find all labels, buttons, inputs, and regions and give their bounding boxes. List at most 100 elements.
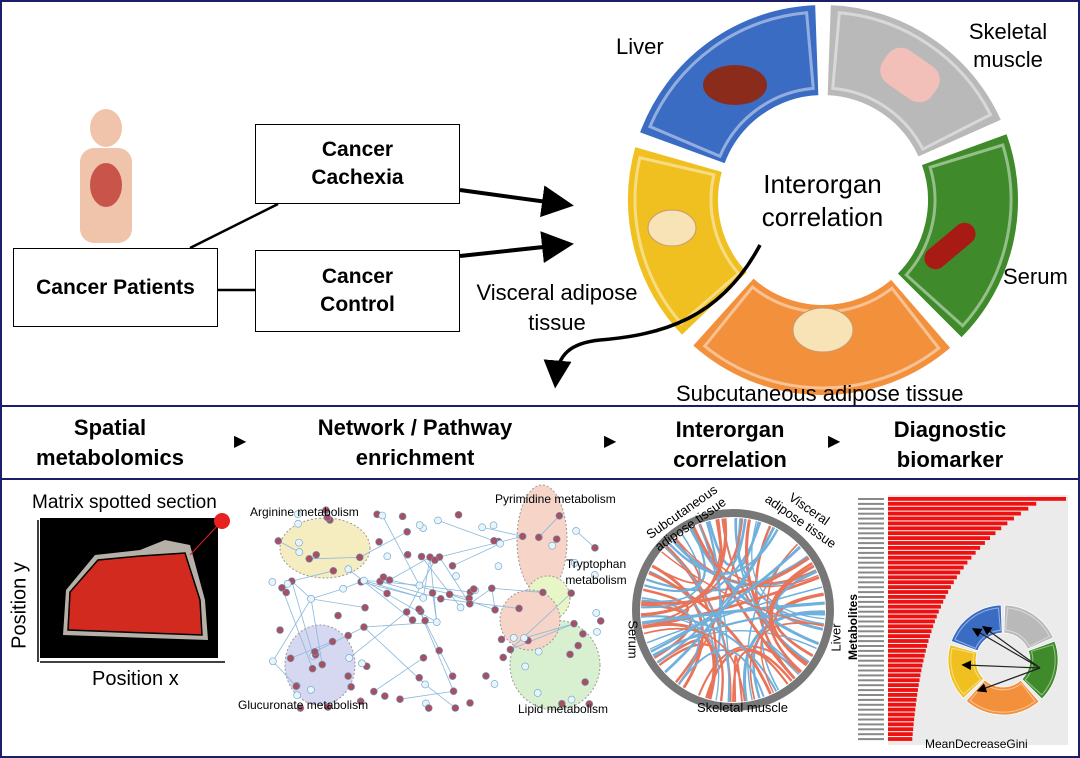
chord-link xyxy=(774,592,824,658)
metabolite-tick-label xyxy=(858,718,884,721)
network-node xyxy=(322,506,330,514)
importance-bar xyxy=(888,668,922,673)
metabolite-tick-label xyxy=(858,630,884,633)
serum-label: Serum xyxy=(1003,264,1068,289)
network-node xyxy=(465,600,474,608)
importance-bar xyxy=(888,604,941,609)
metabolite-tick-label xyxy=(858,522,884,525)
network-node xyxy=(417,552,426,561)
network-node xyxy=(566,650,574,659)
network-node xyxy=(435,646,443,655)
connector-line xyxy=(189,202,279,250)
correlation-arrow xyxy=(961,660,1041,671)
importance-bar xyxy=(888,575,957,580)
network-node xyxy=(421,616,429,625)
importance-bar xyxy=(888,619,935,624)
network-node xyxy=(370,687,378,696)
network-edge xyxy=(538,515,560,538)
network-edge xyxy=(314,626,365,653)
network-node xyxy=(361,603,369,612)
network-edge xyxy=(278,540,300,553)
network-node xyxy=(489,521,498,530)
gini-label: MeanDecreaseGini xyxy=(925,737,1028,751)
network-node xyxy=(419,653,428,662)
network-node xyxy=(419,594,428,602)
network-edge xyxy=(440,598,520,609)
importance-bar xyxy=(888,702,916,707)
importance-bar xyxy=(888,614,937,619)
network-edge xyxy=(510,623,575,650)
network-node xyxy=(344,565,353,574)
cancer-patients-box: Cancer Patients xyxy=(13,248,218,327)
network-node xyxy=(499,653,508,662)
metabolite-tick-label xyxy=(858,703,884,706)
metabolite-tick-label xyxy=(858,713,884,716)
metabolite-tick-label xyxy=(858,542,884,545)
importance-bar xyxy=(888,663,923,668)
network-node xyxy=(307,595,315,603)
network-edge xyxy=(291,580,312,600)
network-node xyxy=(567,695,576,704)
network-edge xyxy=(272,598,312,662)
metabolite-tick-label xyxy=(858,723,884,726)
metabolite-tick-label xyxy=(858,502,884,505)
chord-link xyxy=(770,564,815,667)
network-node xyxy=(570,619,578,628)
metabolite-tick-label xyxy=(858,591,884,594)
network-node xyxy=(570,559,579,567)
network-node xyxy=(295,538,303,547)
importance-bar xyxy=(888,609,939,614)
importance-bar xyxy=(888,506,1029,511)
network-node xyxy=(308,664,317,673)
network-edge xyxy=(422,557,431,598)
network-node xyxy=(539,588,547,597)
metabolite-tick-label xyxy=(858,610,884,613)
correlation-arrow xyxy=(976,667,1041,693)
step-network-enrichment: Network / Pathway enrichment xyxy=(317,415,513,470)
network-edge xyxy=(399,690,454,700)
segment-inner-border xyxy=(969,682,1036,713)
network-node xyxy=(334,611,342,620)
segment-inner-border xyxy=(1024,644,1056,696)
network-node xyxy=(585,700,594,708)
network-edge xyxy=(310,598,366,609)
metabolite-tick-label xyxy=(858,507,884,510)
segment-inner-border xyxy=(647,11,815,159)
importance-bar xyxy=(888,550,976,555)
blood-vessel-icon xyxy=(924,222,976,270)
metabolite-tick-label xyxy=(858,654,884,657)
donut-segment-visceral xyxy=(947,644,985,699)
network-edge xyxy=(439,556,471,605)
network-edge xyxy=(310,588,344,600)
network-node xyxy=(466,699,474,707)
network-node xyxy=(295,548,304,556)
importance-bar xyxy=(888,707,916,712)
network-node xyxy=(402,608,411,616)
network-node xyxy=(454,511,463,519)
metabolite-tick-label xyxy=(858,556,884,559)
center-label: Interorgan correlation xyxy=(761,169,884,232)
network-node xyxy=(478,523,486,532)
network-node xyxy=(383,552,392,561)
importance-bar xyxy=(888,501,1037,506)
metabolite-tick-label xyxy=(858,689,884,692)
importance-bar xyxy=(888,688,918,692)
metabolite-tick-label xyxy=(858,645,884,647)
arrow-control xyxy=(459,231,574,264)
visceral-tissue-icon xyxy=(647,209,697,247)
network-node xyxy=(509,634,518,642)
network-edge xyxy=(524,623,575,639)
importance-bar xyxy=(888,653,925,658)
importance-bar xyxy=(888,565,964,570)
network-node xyxy=(385,576,394,584)
network-node xyxy=(398,512,407,521)
network-node xyxy=(375,538,383,546)
network-node xyxy=(520,634,528,642)
network-edge xyxy=(348,568,413,621)
network-node xyxy=(448,562,457,570)
network-node xyxy=(421,680,429,689)
subcutaneous-tissue-icon xyxy=(792,307,854,353)
importance-bar xyxy=(888,526,1002,531)
network-node xyxy=(428,589,437,597)
